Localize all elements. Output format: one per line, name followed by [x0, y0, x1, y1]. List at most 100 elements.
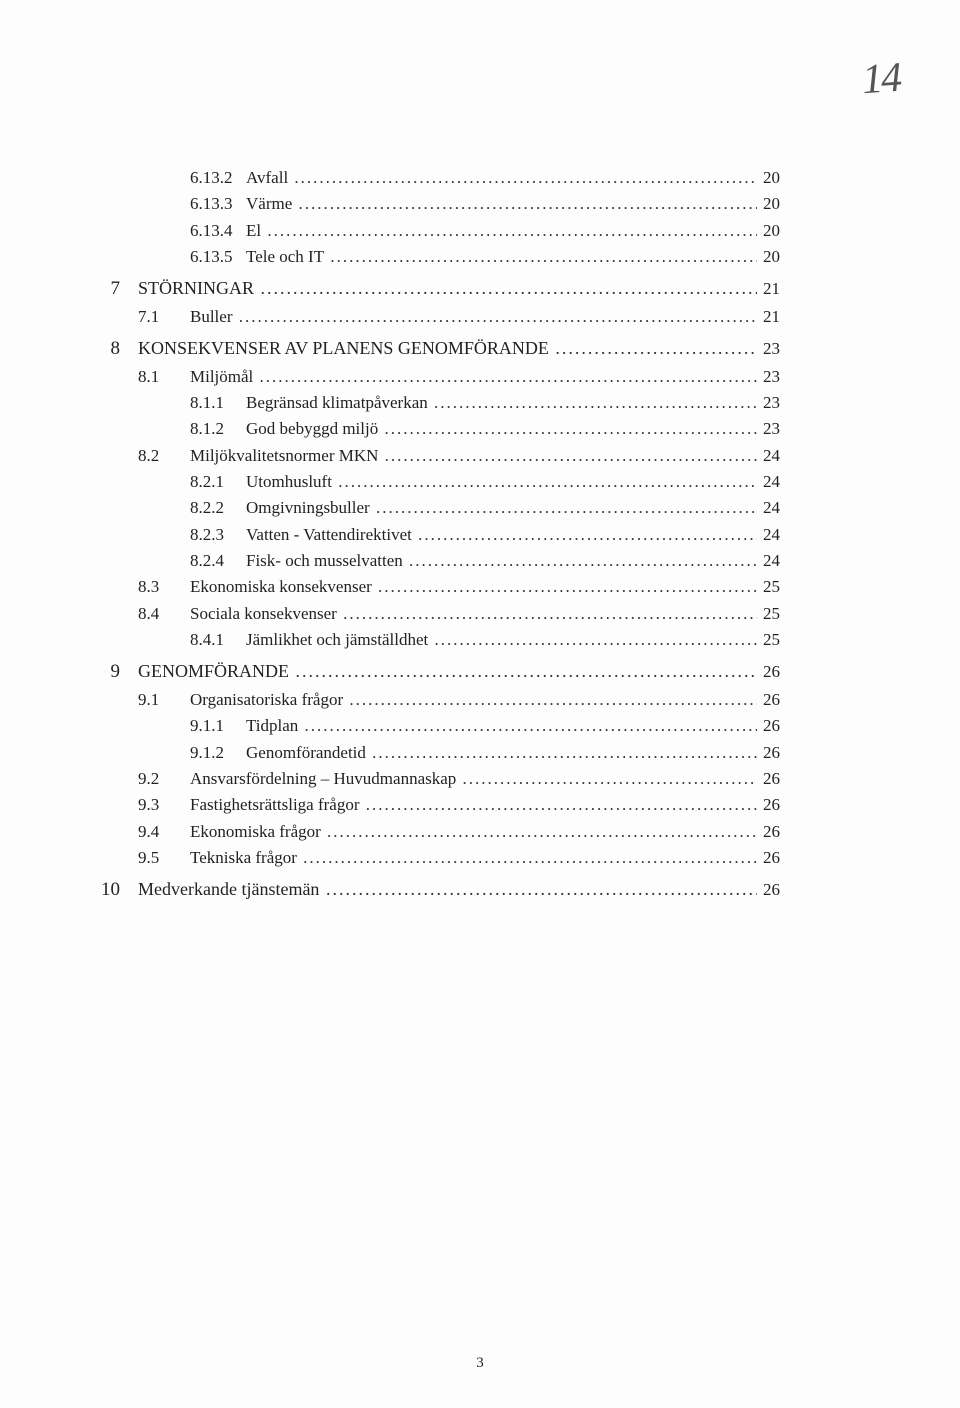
- toc-row: 10Medverkande tjänstemän26: [80, 875, 780, 904]
- toc-page-number: 20: [757, 244, 780, 270]
- toc-subsection-number: 9.1.2: [190, 740, 246, 766]
- toc-page-number: 26: [757, 792, 780, 818]
- toc-page-number: 26: [757, 845, 780, 871]
- toc-row: 9.4Ekonomiska frågor26: [80, 819, 780, 845]
- toc-section-number: 9.5: [138, 845, 190, 871]
- toc-title: Buller: [190, 304, 757, 330]
- toc-page-number: 25: [757, 601, 780, 627]
- toc-row: 8KONSEKVENSER AV PLANENS GENOMFÖRANDE23: [80, 334, 780, 363]
- toc-row: 9.2Ansvarsfördelning – Huvudmannaskap26: [80, 766, 780, 792]
- toc-subsection-number: 8.2.3: [190, 522, 246, 548]
- toc-row: 8.1Miljömål23: [80, 364, 780, 390]
- toc-subsection-number: 8.2.2: [190, 495, 246, 521]
- toc-row: 9.1.2Genomförandetid26: [80, 740, 780, 766]
- toc-section-number: 7.1: [138, 304, 190, 330]
- toc-subsection-number: 9.1.1: [190, 713, 246, 739]
- toc-row: 8.4.1Jämlikhet och jämställdhet25: [80, 627, 780, 653]
- toc-row: 6.13.4El20: [80, 218, 780, 244]
- toc-section-number: 9.4: [138, 819, 190, 845]
- toc-row: 9GENOMFÖRANDE26: [80, 657, 780, 686]
- toc-section-number: 9.1: [138, 687, 190, 713]
- toc-page-number: 23: [757, 390, 780, 416]
- toc-row: 8.2Miljökvalitetsnormer MKN24: [80, 443, 780, 469]
- toc-title: Tidplan: [246, 713, 757, 739]
- toc-title: God bebyggd miljö: [246, 416, 757, 442]
- toc-section-number: 9.2: [138, 766, 190, 792]
- table-of-contents: 6.13.2Avfall206.13.3Värme206.13.4El206.1…: [80, 165, 780, 905]
- toc-title: Vatten - Vattendirektivet: [246, 522, 757, 548]
- toc-title: Fastighetsrättsliga frågor: [190, 792, 757, 818]
- toc-title: Tekniska frågor: [190, 845, 757, 871]
- toc-subsection-number: 8.2.4: [190, 548, 246, 574]
- toc-subsection-number: 6.13.2: [190, 165, 246, 191]
- toc-row: 6.13.2Avfall20: [80, 165, 780, 191]
- toc-row: 6.13.3Värme20: [80, 191, 780, 217]
- toc-page-number: 23: [757, 364, 780, 390]
- toc-section-number: 9.3: [138, 792, 190, 818]
- toc-title: Ansvarsfördelning – Huvudmannaskap: [190, 766, 757, 792]
- toc-title: Miljökvalitetsnormer MKN: [190, 443, 757, 469]
- toc-chapter-number: 9: [80, 657, 138, 686]
- toc-row: 9.5Tekniska frågor26: [80, 845, 780, 871]
- toc-section-number: 8.2: [138, 443, 190, 469]
- toc-row: 9.1.1Tidplan26: [80, 713, 780, 739]
- toc-title: Begränsad klimatpåverkan: [246, 390, 757, 416]
- toc-page-number: 24: [757, 495, 780, 521]
- toc-title: Utomhusluft: [246, 469, 757, 495]
- toc-page-number: 26: [757, 819, 780, 845]
- toc-title: Avfall: [246, 165, 757, 191]
- toc-row: 8.2.1Utomhusluft24: [80, 469, 780, 495]
- toc-page-number: 24: [757, 522, 780, 548]
- toc-row: 8.2.3Vatten - Vattendirektivet24: [80, 522, 780, 548]
- toc-page-number: 25: [757, 627, 780, 653]
- toc-chapter-number: 8: [80, 334, 138, 363]
- toc-title: Medverkande tjänstemän: [138, 876, 757, 904]
- toc-page-number: 26: [757, 740, 780, 766]
- toc-row: 9.1Organisatoriska frågor26: [80, 687, 780, 713]
- toc-title: Sociala konsekvenser: [190, 601, 757, 627]
- toc-subsection-number: 8.1.2: [190, 416, 246, 442]
- toc-chapter-number: 10: [80, 875, 138, 904]
- toc-title: Tele och IT: [246, 244, 757, 270]
- toc-row: 7.1Buller21: [80, 304, 780, 330]
- toc-page-number: 26: [757, 713, 780, 739]
- toc-title: GENOMFÖRANDE: [138, 658, 757, 686]
- toc-title: Fisk- och musselvatten: [246, 548, 757, 574]
- toc-row: 8.4Sociala konsekvenser25: [80, 601, 780, 627]
- toc-page-number: 26: [757, 766, 780, 792]
- toc-subsection-number: 8.1.1: [190, 390, 246, 416]
- toc-page-number: 21: [757, 304, 780, 330]
- toc-page-number: 25: [757, 574, 780, 600]
- toc-section-number: 8.4: [138, 601, 190, 627]
- toc-section-number: 8.3: [138, 574, 190, 600]
- document-page: 14 6.13.2Avfall206.13.3Värme206.13.4El20…: [0, 0, 960, 1408]
- toc-title: Miljömål: [190, 364, 757, 390]
- toc-title: Organisatoriska frågor: [190, 687, 757, 713]
- page-number-footer: 3: [0, 1355, 960, 1372]
- toc-title: STÖRNINGAR: [138, 275, 757, 303]
- toc-subsection-number: 8.2.1: [190, 469, 246, 495]
- toc-page-number: 20: [757, 218, 780, 244]
- toc-page-number: 21: [757, 276, 780, 302]
- toc-page-number: 26: [757, 659, 780, 685]
- toc-page-number: 24: [757, 469, 780, 495]
- toc-title: Ekonomiska konsekvenser: [190, 574, 757, 600]
- handwritten-page-mark: 14: [860, 54, 901, 105]
- toc-page-number: 20: [757, 165, 780, 191]
- toc-row: 7STÖRNINGAR21: [80, 274, 780, 303]
- toc-row: 8.1.2God bebyggd miljö23: [80, 416, 780, 442]
- toc-page-number: 26: [757, 877, 780, 903]
- toc-row: 8.2.2Omgivningsbuller24: [80, 495, 780, 521]
- toc-row: 9.3Fastighetsrättsliga frågor26: [80, 792, 780, 818]
- toc-page-number: 24: [757, 548, 780, 574]
- toc-row: 8.3Ekonomiska konsekvenser25: [80, 574, 780, 600]
- toc-row: 6.13.5Tele och IT20: [80, 244, 780, 270]
- toc-row: 8.1.1Begränsad klimatpåverkan23: [80, 390, 780, 416]
- toc-section-number: 8.1: [138, 364, 190, 390]
- toc-page-number: 23: [757, 416, 780, 442]
- toc-subsection-number: 6.13.3: [190, 191, 246, 217]
- toc-title: Jämlikhet och jämställdhet: [246, 627, 757, 653]
- toc-title: Genomförandetid: [246, 740, 757, 766]
- toc-title: El: [246, 218, 757, 244]
- toc-title: Ekonomiska frågor: [190, 819, 757, 845]
